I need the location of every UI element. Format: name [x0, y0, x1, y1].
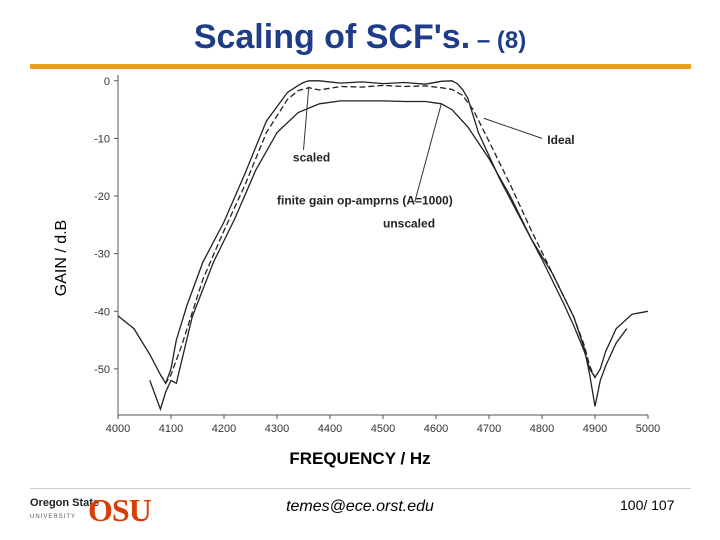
chart-annotations: scaled Ideal finite gain op-amprns (A=1000…	[277, 86, 575, 231]
annotation-label-3: finite gain op-amprns (A=1000)	[277, 194, 453, 208]
chart-series	[117, 80, 649, 412]
author-email: temes@ece.orst.edu	[286, 498, 434, 515]
x-tick-label: 4500	[371, 423, 395, 435]
x-tick-label: 4600	[424, 423, 448, 435]
y-tick-label: -10	[94, 133, 110, 145]
annotation-leader-2	[483, 117, 543, 139]
university-logo: Oregon State UNIVERSITY OSU	[28, 492, 152, 530]
x-tick-label: 5000	[636, 423, 660, 435]
logo-name-text: Oregon State	[30, 497, 100, 509]
x-tick-label: 4100	[159, 423, 183, 435]
annotation-leader-1	[303, 86, 310, 150]
y-tick-label: -30	[94, 249, 110, 261]
x-tick-label: 4800	[530, 423, 554, 435]
x-axis-label: FREQUENCY / Hz	[289, 449, 431, 468]
series-line-3	[149, 100, 628, 412]
chart-ticks: 0 -10 -20 -30 -40 -50 4000 4100 4200 4300 4400 4500…	[94, 76, 660, 435]
slide-title-main: Scaling of SCF's.	[193, 18, 471, 56]
y-tick-label: -20	[94, 191, 110, 203]
title-underline	[30, 64, 691, 69]
chart-axes	[117, 75, 648, 416]
x-tick-label: 4700	[477, 423, 501, 435]
x-tick-label: 4200	[212, 423, 236, 435]
x-tick-label: 4400	[318, 423, 342, 435]
slide-title: Scaling of SCF's. – (8)	[0, 18, 720, 57]
logo-university-text: UNIVERSITY	[30, 514, 77, 520]
x-tick-label: 4300	[265, 423, 289, 435]
y-axis-label: GAIN / d.B	[53, 219, 70, 297]
footer-divider	[30, 488, 691, 489]
series-line-2	[159, 84, 596, 385]
series-line-1	[117, 80, 649, 385]
slide-title-suffix: – (8)	[470, 27, 527, 54]
x-tick-label: 4900	[583, 423, 607, 435]
annotation-label-2: Ideal	[547, 133, 574, 147]
y-tick-label: -50	[94, 364, 110, 376]
x-tick-label: 4000	[106, 423, 130, 435]
logo-mark: OSU	[88, 492, 152, 528]
annotation-leader-4	[414, 103, 442, 202]
annotation-label-4: unscaled	[383, 217, 435, 231]
page-number: 100/ 107	[620, 497, 675, 513]
annotation-label-1: scaled	[293, 150, 330, 164]
y-tick-label: -40	[94, 306, 110, 318]
gain-frequency-chart: 0 -10 -20 -30 -40 -50 4000 4100 4200 4300 4400 4500…	[94, 75, 660, 435]
y-tick-label: 0	[104, 76, 110, 88]
